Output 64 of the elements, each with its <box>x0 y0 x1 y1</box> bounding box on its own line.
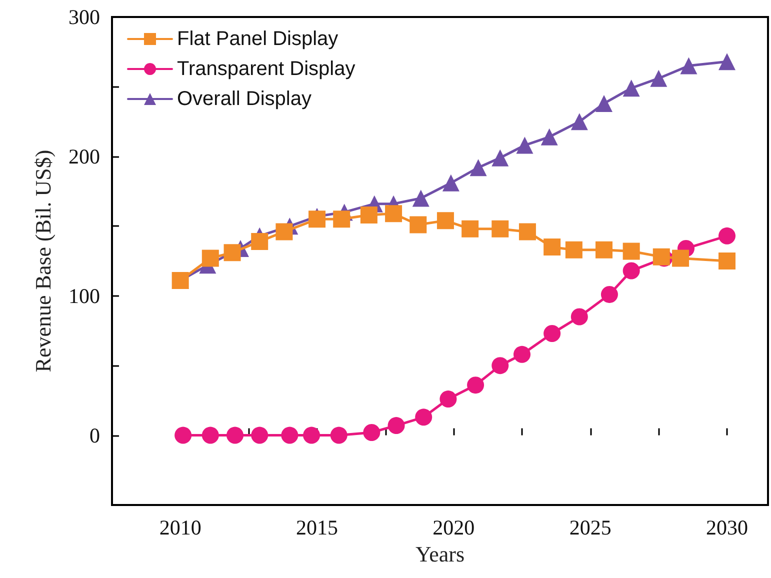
point <box>596 94 612 112</box>
point <box>303 426 320 444</box>
point <box>596 241 612 258</box>
point <box>622 80 640 97</box>
point <box>440 390 457 408</box>
point <box>514 346 530 363</box>
y-tick-label: 100 <box>68 284 100 308</box>
point <box>492 149 509 166</box>
point <box>544 325 561 342</box>
y-tick-label: 300 <box>68 5 100 29</box>
point <box>251 426 268 444</box>
point <box>174 426 192 444</box>
x-tick-label: 2025 <box>569 516 612 540</box>
y-axis-title: Revenue Base (Bil. US$) <box>30 150 56 372</box>
point <box>202 426 219 444</box>
point <box>333 210 350 228</box>
point <box>388 417 405 434</box>
x-axis-title: Years <box>415 541 465 566</box>
point <box>330 426 348 444</box>
point <box>412 190 430 207</box>
point <box>226 426 244 444</box>
point <box>363 424 380 441</box>
point <box>202 250 219 267</box>
point <box>492 220 509 238</box>
point <box>467 376 484 394</box>
point <box>672 250 690 267</box>
point <box>442 174 460 192</box>
point <box>224 244 241 262</box>
point <box>622 262 640 280</box>
point <box>492 357 509 374</box>
point <box>650 70 668 87</box>
point <box>565 241 582 258</box>
point <box>470 159 487 176</box>
point <box>276 223 293 240</box>
point <box>570 308 588 326</box>
point <box>281 426 298 444</box>
point <box>415 408 432 426</box>
legend-label: Overall Display <box>177 88 312 110</box>
point <box>308 210 326 228</box>
legend-label: Transparent Display <box>177 58 356 80</box>
legend-label: Flat Panel Display <box>177 28 338 50</box>
point <box>436 212 454 230</box>
point <box>518 223 536 240</box>
point <box>680 57 698 74</box>
point <box>540 128 558 146</box>
point <box>462 220 479 238</box>
x-tick-label: 2015 <box>296 516 338 540</box>
y-tick-label: 0 <box>90 423 100 448</box>
point <box>718 227 736 244</box>
point <box>652 248 670 266</box>
point <box>600 286 618 303</box>
x-tick-label: 2010 <box>159 516 202 540</box>
point <box>718 252 736 270</box>
point <box>622 242 640 260</box>
point <box>544 238 561 256</box>
point <box>360 206 378 224</box>
point <box>410 216 427 234</box>
y-tick-label: 200 <box>68 144 100 168</box>
point <box>385 205 402 222</box>
x-tick-label: 2030 <box>706 516 748 540</box>
point <box>570 113 588 130</box>
point <box>516 136 534 154</box>
point <box>718 53 736 70</box>
x-tick-label: 2020 <box>432 516 475 540</box>
